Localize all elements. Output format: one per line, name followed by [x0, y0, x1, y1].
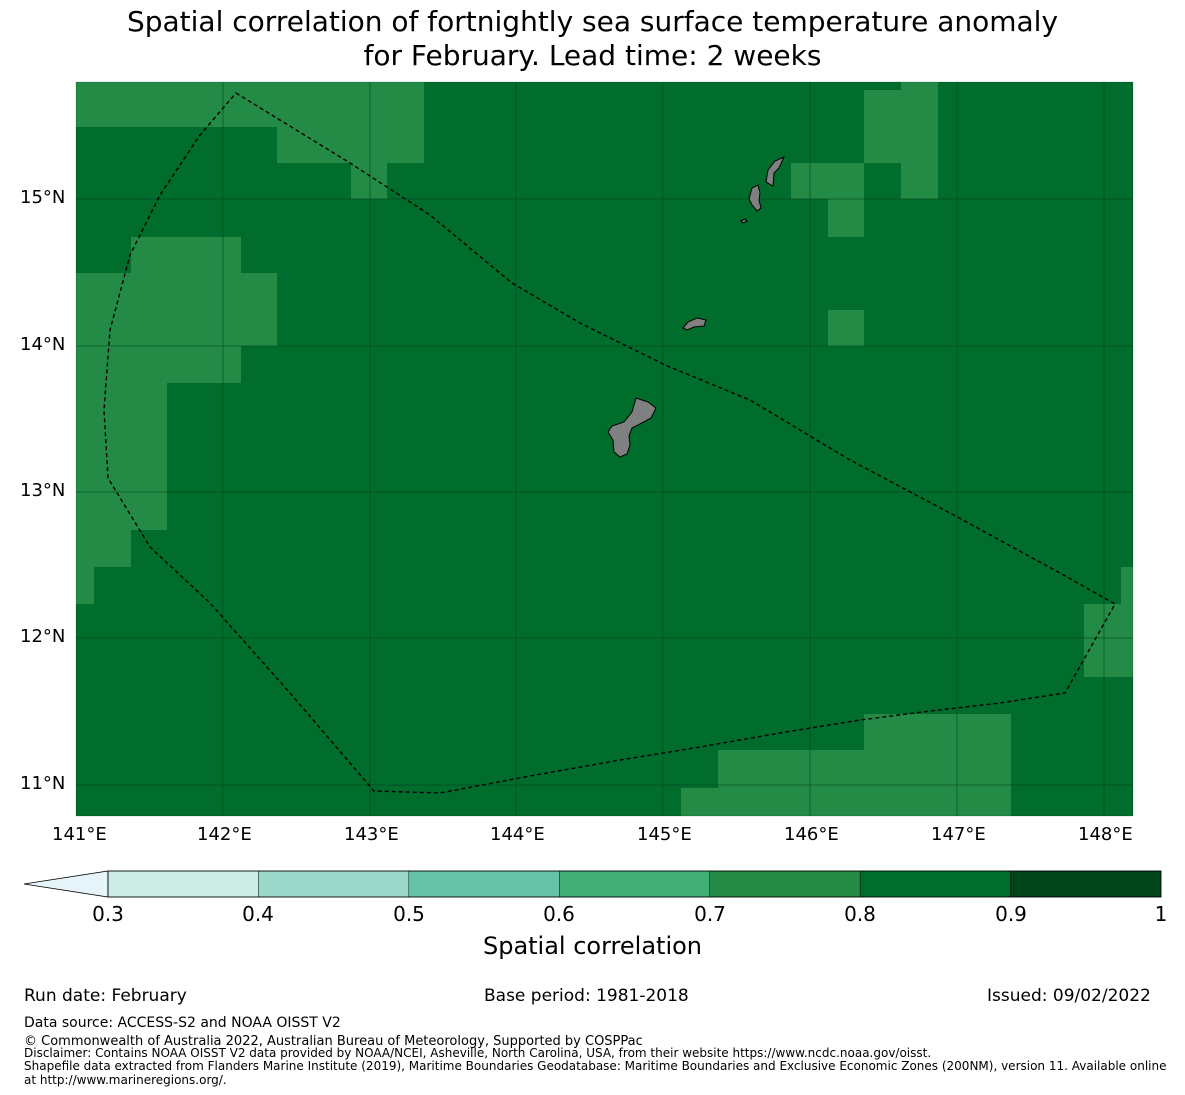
map-cell [76, 383, 167, 530]
colorbar-bins [107, 870, 1162, 898]
lon-tick-144: 144°E [490, 824, 545, 845]
lon-tick-142: 142°E [197, 824, 252, 845]
colorbar-tick: 0.7 [694, 902, 726, 926]
shapefile-credit: Shapefile data extracted from Flanders M… [24, 1059, 1167, 1073]
data-source: Data source: ACCESS-S2 and NOAA OISST V2 [24, 1015, 341, 1031]
land-islands [607, 156, 785, 458]
base-period: Base period: 1981-2018 [484, 986, 689, 1006]
lat-tick-14: 14°N [20, 334, 66, 355]
lat-tick-11: 11°N [20, 773, 66, 794]
colorbar-tick: 0.3 [92, 902, 124, 926]
map-cell [901, 82, 938, 90]
lon-tick-147: 147°E [931, 824, 986, 845]
eez-boundary [103, 92, 1116, 794]
map-frame [75, 81, 1134, 817]
island-saipan [765, 156, 785, 187]
map-cell [791, 163, 864, 199]
run-date: Run date: February [24, 986, 187, 1006]
map-cell [131, 237, 241, 273]
map-cell [76, 530, 131, 567]
colorbar-bin [107, 870, 259, 898]
lat-tick-15: 15°N [20, 187, 66, 208]
map-cell [864, 714, 1011, 750]
colorbar-bin [559, 870, 710, 898]
colorbar-bin [408, 870, 560, 898]
map-cell [76, 346, 241, 383]
colorbar-label: Spatial correlation [482, 932, 703, 960]
colorbar-tick: 0.5 [393, 902, 425, 926]
island-aguijan [740, 218, 748, 224]
map-cell [681, 788, 1011, 816]
copyright-notice: © Commonwealth of Australia 2022, Austra… [24, 1034, 643, 1049]
map-title-line-2: for February. Lead time: 2 weeks [363, 39, 822, 72]
shapefile-credit-url: at http://www.marineregions.org/. [24, 1073, 227, 1087]
colorbar-bin [258, 870, 410, 898]
colorbar-bin [709, 870, 861, 898]
lon-tick-148: 148°E [1078, 824, 1133, 845]
map-cell [828, 199, 864, 237]
map-cell [76, 567, 94, 604]
map-cell [277, 127, 424, 163]
colorbar-under-arrow [23, 870, 109, 898]
lon-tick-143: 143°E [344, 824, 399, 845]
map-cell [76, 82, 424, 127]
lat-tick-12: 12°N [20, 626, 66, 647]
island-rota [682, 317, 707, 331]
lon-tick-141: 141°E [52, 824, 107, 845]
lon-tick-145: 145°E [637, 824, 692, 845]
colorbar-outline [107, 870, 1162, 898]
graticule [76, 82, 1133, 816]
colorbar-tick: 0.6 [543, 902, 575, 926]
map-cell [864, 90, 938, 163]
map-cell [901, 163, 938, 199]
lat-tick-13: 13°N [20, 480, 66, 501]
island-guam [607, 397, 657, 458]
island-tinian [748, 184, 762, 212]
map-cell [351, 163, 387, 199]
map-cell [718, 750, 1011, 788]
disclaimer: Disclaimer: Contains NOAA OISST V2 data … [24, 1046, 932, 1060]
colorbar-tick: 1 [1154, 902, 1168, 926]
correlation-cells [76, 82, 1133, 816]
map-title-line-1: Spatial correlation of fortnightly sea s… [126, 5, 1059, 38]
lon-tick-146: 146°E [784, 824, 839, 845]
map-cell [76, 273, 277, 346]
map-cell [1121, 567, 1133, 604]
issued-date: Issued: 09/02/2022 [987, 986, 1151, 1006]
colorbar [23, 870, 1162, 898]
map-cell [1084, 604, 1133, 677]
colorbar-tick: 0.9 [995, 902, 1027, 926]
colorbar-tick: 0.4 [242, 902, 274, 926]
colorbar-bin [1010, 870, 1162, 898]
colorbar-bin [859, 870, 1011, 898]
colorbar-tick: 0.8 [844, 902, 876, 926]
map-cell [828, 310, 864, 346]
